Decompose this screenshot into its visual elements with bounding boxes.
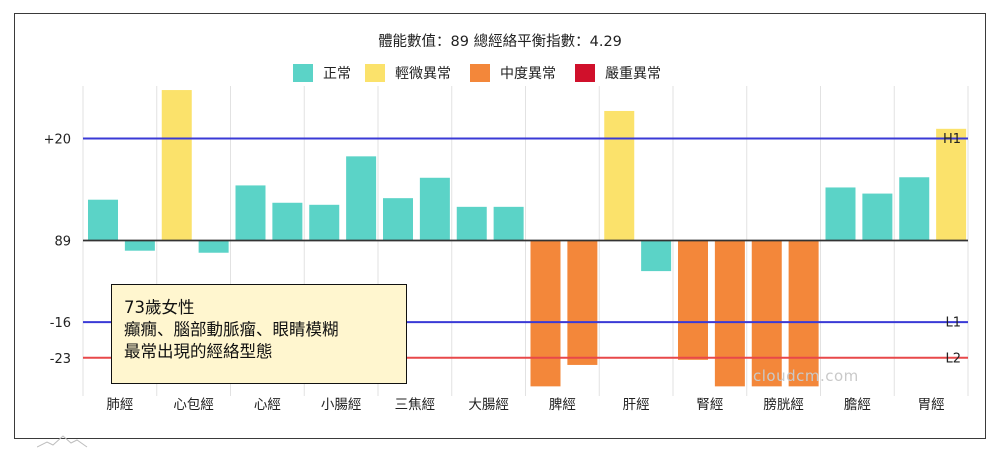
bar-8-1 [714, 240, 745, 387]
bar-6-1 [567, 240, 598, 365]
bar-0-1 [124, 240, 155, 251]
x-tick-label-5: 大腸經 [468, 397, 509, 413]
annotation-box: 73歲女性 癲癇、腦部動脈瘤、眼睛模糊 最常出現的經絡型態 [111, 284, 407, 384]
legend-label-1: 輕微異常 [395, 66, 451, 82]
x-tick-label-8: 腎經 [696, 397, 723, 413]
reference-label-0: H1 [943, 132, 961, 147]
annotation-line-3: 最常出現的經絡型態 [124, 342, 273, 361]
bar-4-0 [383, 198, 413, 241]
bar-1-1 [198, 240, 229, 253]
bar-9-0 [751, 240, 782, 387]
y-tick-label-2: -16 [50, 316, 71, 331]
x-tick-label-3: 小腸經 [321, 397, 362, 413]
x-tick-label-7: 肝經 [623, 397, 650, 413]
bar-11-0 [899, 177, 930, 241]
watermark: cloudcm.com [753, 367, 859, 385]
legend-swatch-2 [470, 64, 490, 82]
legend-label-2: 中度異常 [500, 66, 556, 82]
bar-9-1 [788, 240, 819, 387]
y-tick-label-3: -23 [50, 352, 71, 367]
bar-7-1 [641, 240, 672, 272]
legend-label-0: 正常 [323, 66, 351, 82]
annotation-line-2: 癲癇、腦部動脈瘤、眼睛模糊 [124, 320, 339, 339]
bar-5-0 [456, 206, 487, 241]
annotation-line-1: 73歲女性 [124, 298, 195, 317]
reference-label-2: L2 [945, 351, 961, 366]
x-tick-label-9: 膀胱經 [763, 396, 804, 413]
chart-title: 體能數值：89 總經絡平衡指數：4.29 [378, 32, 622, 50]
bar-11-1 [936, 128, 967, 241]
y-tick-label-1: 89 [54, 235, 71, 250]
chart-frame: 體能數值：89 總經絡平衡指數：4.29 正常 輕微異常 中度異常 嚴重異常 H1 L1 L2… [14, 13, 986, 448]
x-tick-label-1: 心包經 [173, 397, 214, 413]
bar-3-0 [309, 204, 340, 241]
bar-10-1 [862, 193, 893, 241]
bar-8-0 [678, 240, 708, 360]
x-tick-label-11: 胃經 [918, 397, 945, 413]
legend-swatch-3 [575, 64, 595, 82]
legend-swatch-0 [293, 64, 313, 82]
x-tick-label-0: 肺經 [106, 397, 133, 413]
x-tick-label-6: 脾經 [549, 397, 576, 413]
bar-5-1 [493, 206, 524, 241]
bar-1-0 [161, 90, 192, 241]
x-tick-label-10: 膽經 [844, 396, 871, 413]
bar-6-0 [530, 240, 561, 387]
bar-3-1 [346, 156, 377, 241]
reference-label-1: L1 [945, 316, 961, 331]
bar-4-1 [419, 177, 450, 241]
bar-10-0 [825, 187, 856, 241]
bar-2-1 [272, 202, 303, 241]
mountain-logo-icon [37, 435, 88, 448]
x-tick-label-4: 三焦經 [395, 397, 436, 413]
bar-2-0 [235, 185, 266, 241]
bar-7-0 [604, 110, 635, 241]
x-tick-label-2: 心經 [254, 397, 281, 413]
bar-0-0 [88, 199, 118, 241]
legend-label-3: 嚴重異常 [605, 66, 661, 82]
legend-swatch-1 [365, 64, 385, 82]
y-tick-label-0: +20 [44, 133, 71, 148]
meridian-bar-chart: 體能數值：89 總經絡平衡指數：4.29 正常 輕微異常 中度異常 嚴重異常 H1 L1 L2… [44, 32, 969, 413]
